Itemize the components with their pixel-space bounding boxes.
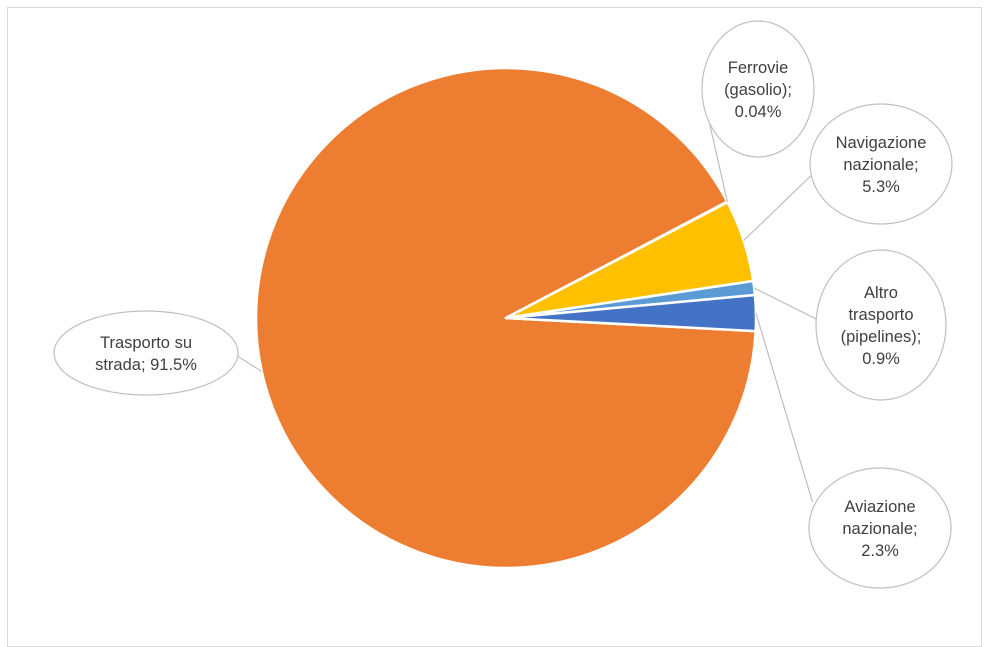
pie-slices <box>254 66 758 570</box>
data-label-line: Altro <box>864 284 898 302</box>
data-label-line: 0.04% <box>735 103 782 121</box>
leader-lines <box>235 102 820 503</box>
data-label-line: Ferrovie <box>728 59 789 77</box>
leader-line-3 <box>743 172 814 241</box>
data-label-callouts: Trasporto su strada; 91.5% Ferrovie (gasoli… <box>53 20 953 589</box>
leader-line-1 <box>235 354 263 373</box>
callout-2: Ferrovie (gasolio); 0.04% <box>701 20 815 158</box>
data-label-line: nazionale; <box>842 520 917 538</box>
callout-bubble <box>808 467 952 589</box>
data-label: Navigazione nazionale; 5.3% <box>836 134 927 196</box>
data-label-line: Navigazione <box>836 134 927 152</box>
pie-chart: Trasporto su strada; 91.5% Ferrovie (gasoli… <box>53 20 953 589</box>
data-label-line: strada; 91.5% <box>95 356 197 374</box>
data-label-line: Trasporto su <box>100 334 192 352</box>
data-label-line: (gasolio); <box>724 81 792 99</box>
data-label-line: (pipelines); <box>841 328 922 346</box>
leader-line-5 <box>755 312 814 503</box>
data-label: Altro trasporto (pipelines); 0.9% <box>841 284 922 368</box>
callout-1: Trasporto su strada; 91.5% <box>53 310 239 396</box>
data-label-line: nazionale; <box>843 156 918 174</box>
data-label: Ferrovie (gasolio); 0.04% <box>724 59 792 121</box>
data-label-line: 5.3% <box>862 178 900 196</box>
callout-3: Navigazione nazionale; 5.3% <box>809 103 953 225</box>
data-label-line: 0.9% <box>862 350 900 368</box>
data-label-line: trasporto <box>848 306 913 324</box>
data-label: Trasporto su strada; 91.5% <box>95 334 197 374</box>
leader-line-4 <box>753 287 820 322</box>
callout-4: Altro trasporto (pipelines); 0.9% <box>815 249 947 401</box>
callout-bubble <box>815 249 947 401</box>
data-label-line: 2.3% <box>861 542 899 560</box>
data-label: Aviazione nazionale; 2.3% <box>842 498 917 560</box>
data-label-line: Aviazione <box>844 498 915 516</box>
callout-bubble <box>809 103 953 225</box>
callout-bubble <box>53 310 239 396</box>
callout-bubble <box>701 20 815 158</box>
callout-5: Aviazione nazionale; 2.3% <box>808 467 952 589</box>
